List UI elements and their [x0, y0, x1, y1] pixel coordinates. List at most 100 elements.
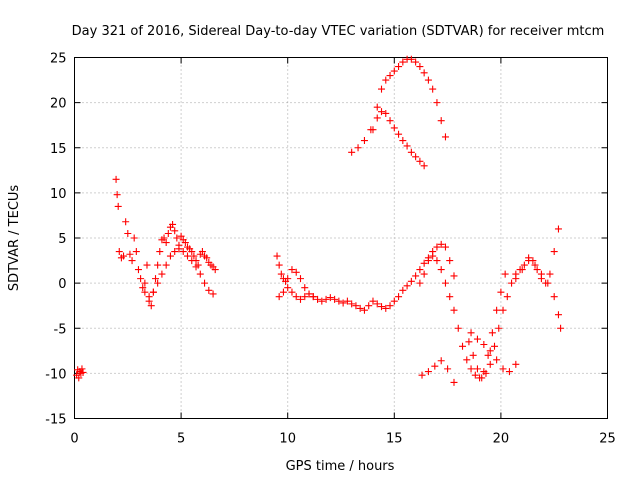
data-point [164, 229, 172, 237]
data-point [354, 144, 362, 152]
series-arc11 [467, 329, 520, 376]
data-point [382, 76, 390, 84]
data-point [301, 284, 309, 292]
series-arc9 [418, 357, 458, 386]
data-point [114, 202, 122, 210]
y-tick-label: 25 [50, 52, 67, 67]
data-point [173, 234, 181, 242]
data-point [537, 270, 545, 278]
data-point [433, 99, 441, 107]
data-point [152, 275, 160, 283]
series-arc6 [348, 108, 428, 170]
data-point [113, 191, 121, 199]
data-point [141, 288, 149, 296]
grid-lines [74, 57, 608, 419]
data-point [407, 277, 415, 285]
data-point [488, 329, 496, 337]
data-point [441, 279, 449, 287]
series-arc7 [369, 55, 449, 141]
data-point [78, 365, 86, 373]
data-point [412, 58, 420, 66]
data-point [463, 356, 471, 364]
data-point [273, 252, 281, 260]
data-point [296, 295, 304, 303]
data-point [478, 374, 486, 382]
data-point [284, 284, 292, 292]
data-point [120, 252, 128, 260]
data-point [441, 243, 449, 251]
data-point [407, 148, 415, 156]
data-point [288, 266, 296, 274]
data-point [162, 261, 170, 269]
data-point [360, 306, 368, 314]
data-point [145, 297, 153, 305]
data-point [554, 311, 562, 319]
data-point [386, 72, 394, 80]
data-point [418, 371, 426, 379]
data-point [177, 232, 185, 240]
data-point [158, 270, 166, 278]
data-point [314, 295, 322, 303]
data-point [531, 261, 539, 269]
x-tick-label: 0 [70, 432, 78, 447]
data-point [175, 245, 183, 253]
data-point [491, 342, 499, 350]
data-point [134, 266, 142, 274]
data-point [429, 252, 437, 260]
data-point [441, 133, 449, 141]
data-point [369, 126, 377, 134]
data-point [512, 360, 520, 368]
data-point [339, 299, 347, 307]
data-point [433, 243, 441, 251]
y-tick-label: 5 [58, 232, 66, 247]
data-point [360, 137, 368, 145]
x-tick-label: 15 [386, 432, 403, 447]
data-point [326, 294, 334, 302]
data-point [301, 293, 309, 301]
data-point [550, 248, 558, 256]
y-tick-label: 15 [50, 142, 67, 157]
data-point [382, 109, 390, 117]
data-point [331, 295, 339, 303]
data-point [497, 288, 505, 296]
data-point [493, 356, 501, 364]
data-point [373, 114, 381, 122]
data-point [378, 108, 386, 116]
data-point [395, 63, 403, 71]
data-point [112, 175, 120, 183]
data-point [431, 362, 439, 370]
x-tick-labels: 0 5 10 15 20 25 [70, 432, 615, 447]
data-point [495, 324, 503, 332]
x-tick-label: 25 [599, 432, 616, 447]
data-point [183, 252, 191, 260]
data-point [322, 295, 330, 303]
data-point [275, 293, 283, 301]
data-point [544, 279, 552, 287]
data-point [399, 286, 407, 294]
data-point [277, 270, 285, 278]
data-point [499, 306, 507, 314]
data-point [139, 284, 147, 292]
data-point [279, 288, 287, 296]
data-point [192, 263, 200, 271]
data-point [209, 290, 217, 298]
series-arc5 [275, 266, 317, 301]
data-point [518, 266, 526, 274]
data-point [512, 275, 520, 283]
data-point [429, 85, 437, 93]
data-point [420, 259, 428, 267]
data-point [450, 306, 458, 314]
series-arc12 [512, 257, 562, 319]
data-point [211, 266, 219, 274]
series-arc3 [141, 245, 217, 305]
data-point [147, 302, 155, 310]
data-point [503, 293, 511, 301]
data-point [126, 250, 134, 258]
data-point [437, 240, 445, 248]
data-point [395, 293, 403, 301]
data-point [424, 257, 432, 265]
series-arc10 [465, 225, 565, 382]
data-point [132, 248, 140, 256]
data-point [128, 257, 136, 265]
data-point [482, 369, 490, 377]
